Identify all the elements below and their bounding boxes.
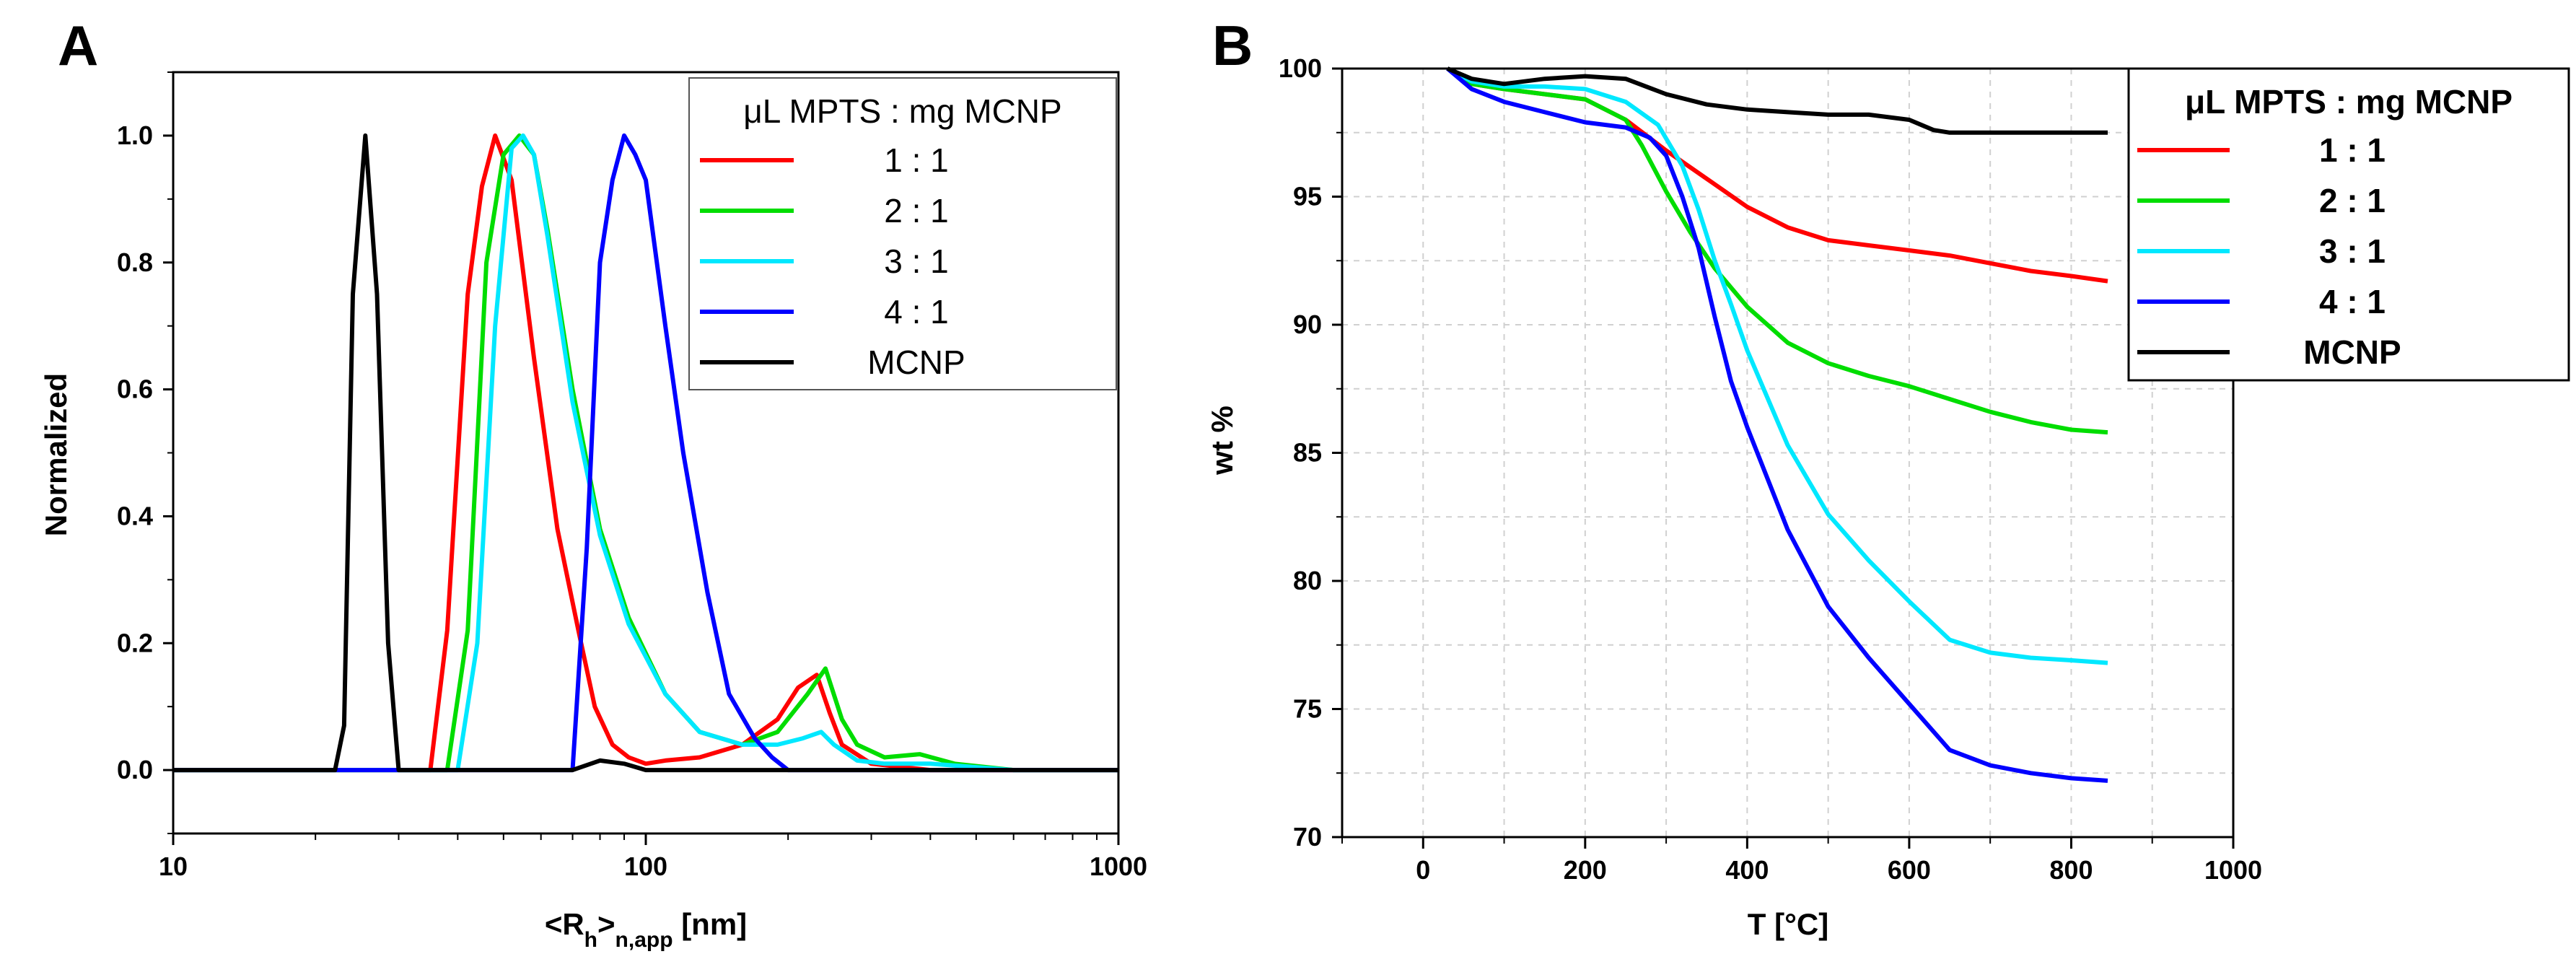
panel-a-legend-label: 4 : 1 bbox=[884, 293, 949, 331]
panel-b-series-line-5 bbox=[1446, 66, 2108, 135]
panel-a-series bbox=[173, 133, 1118, 773]
panel-a-y-tick-label: 1.0 bbox=[117, 121, 153, 150]
panel-b-x-tick-label: 800 bbox=[2049, 855, 2093, 885]
panel-a-label: A bbox=[58, 14, 98, 77]
panel-b-series-line-1 bbox=[1446, 66, 2108, 284]
panel-a-legend-label: 2 : 1 bbox=[884, 192, 949, 229]
panel-b-legend: μL MPTS : mg MCNP 1 : 1 2 : 1 3 : 1 4 : 1 MC… bbox=[2127, 67, 2570, 382]
panel-b-x-tick-label: 1000 bbox=[2204, 855, 2262, 885]
panel-a-y-tick-labels: 0.0 0.2 0.4 0.6 0.8 1.0 bbox=[117, 121, 153, 784]
panel-a-y-tick-label: 0.0 bbox=[117, 755, 153, 784]
panel-a-y-tick-label: 0.4 bbox=[117, 501, 153, 530]
panel-b-x-tick-label: 400 bbox=[1725, 855, 1769, 885]
panel-a-y-tick-label: 0.6 bbox=[117, 375, 153, 404]
panel-b-series bbox=[1446, 66, 2108, 783]
panel-b-x-tick-label: 600 bbox=[1888, 855, 1931, 885]
panel-a-x-tick-label: 10 bbox=[159, 852, 188, 881]
panel-a-legend-box bbox=[688, 77, 1117, 390]
panel-a-x-tick-labels: 10 100 1000 bbox=[159, 852, 1147, 881]
panel-b: B 70 75 80 85 90 95 100 0 200 400 600 800 1000 wt %… bbox=[1205, 14, 2570, 941]
panel-b-legend-label: 2 : 1 bbox=[2319, 182, 2386, 219]
panel-b-y-tick-label: 85 bbox=[1293, 438, 1322, 468]
panel-a-legend-label: MCNP bbox=[867, 344, 965, 381]
panel-a-series-line-4 bbox=[173, 133, 1118, 773]
panel-a-x-tick-label: 100 bbox=[624, 852, 667, 881]
panel-b-y-tick-labels: 70 75 80 85 90 95 100 bbox=[1279, 53, 1322, 852]
panel-a: A 0.0 0.2 0.4 0.6 0.8 1.0 10 100 1000 Normalize… bbox=[39, 14, 1147, 952]
panel-b-y-axis-title: wt % bbox=[1205, 406, 1239, 476]
panel-b-y-tick-label: 90 bbox=[1293, 310, 1322, 339]
panel-b-series-line-3 bbox=[1446, 66, 2108, 665]
panel-a-x-tick-label: 1000 bbox=[1090, 852, 1147, 881]
panel-b-grid bbox=[1341, 68, 2234, 838]
panel-a-legend-label: 1 : 1 bbox=[884, 141, 949, 179]
panel-a-y-axis-title: Normalized bbox=[39, 373, 73, 536]
panel-b-y-tick-label: 80 bbox=[1293, 566, 1322, 595]
panel-b-y-tick-label: 70 bbox=[1293, 822, 1322, 852]
panel-a-y-tick-label: 0.2 bbox=[117, 628, 153, 657]
panel-b-legend-label: MCNP bbox=[2303, 333, 2401, 371]
panel-b-x-axis-title: T [°C] bbox=[1748, 907, 1828, 941]
panel-a-series-line-5 bbox=[173, 133, 1118, 773]
panel-a-legend-label: 3 : 1 bbox=[884, 242, 949, 280]
panel-b-series-line-4 bbox=[1446, 66, 2108, 783]
panel-a-y-tick-label: 0.8 bbox=[117, 248, 153, 277]
panel-b-x-tick-labels: 0 200 400 600 800 1000 bbox=[1416, 855, 2262, 885]
panel-b-legend-label: 4 : 1 bbox=[2319, 283, 2386, 320]
panel-b-legend-label: 3 : 1 bbox=[2319, 232, 2386, 270]
panel-a-series-line-1 bbox=[173, 133, 1118, 773]
panel-b-y-tick-label: 75 bbox=[1293, 694, 1322, 724]
panel-b-ticks bbox=[1332, 67, 2235, 849]
panel-a-ticks bbox=[163, 71, 1120, 845]
panel-b-plot-frame bbox=[1341, 67, 2235, 839]
panel-b-label: B bbox=[1212, 14, 1253, 77]
panel-b-legend-label: 1 : 1 bbox=[2319, 131, 2386, 169]
panel-a-legend-title: μL MPTS : mg MCNP bbox=[743, 92, 1061, 130]
panel-b-legend-box bbox=[2127, 67, 2570, 382]
panel-b-y-tick-label: 95 bbox=[1293, 182, 1322, 211]
panel-b-series-line-2 bbox=[1446, 66, 2108, 435]
panel-a-x-axis-title: <Rh>n,app [nm] bbox=[545, 907, 747, 952]
panel-b-legend-title: μL MPTS : mg MCNP bbox=[2185, 83, 2513, 121]
panel-a-legend: μL MPTS : mg MCNP 1 : 1 2 : 1 3 : 1 4 : 1 MC… bbox=[688, 77, 1117, 390]
panel-b-x-tick-label: 0 bbox=[1416, 855, 1430, 885]
panel-b-x-tick-label: 200 bbox=[1564, 855, 1607, 885]
panel-a-series-line-3 bbox=[173, 133, 1118, 773]
panel-b-y-tick-label: 100 bbox=[1279, 53, 1322, 83]
